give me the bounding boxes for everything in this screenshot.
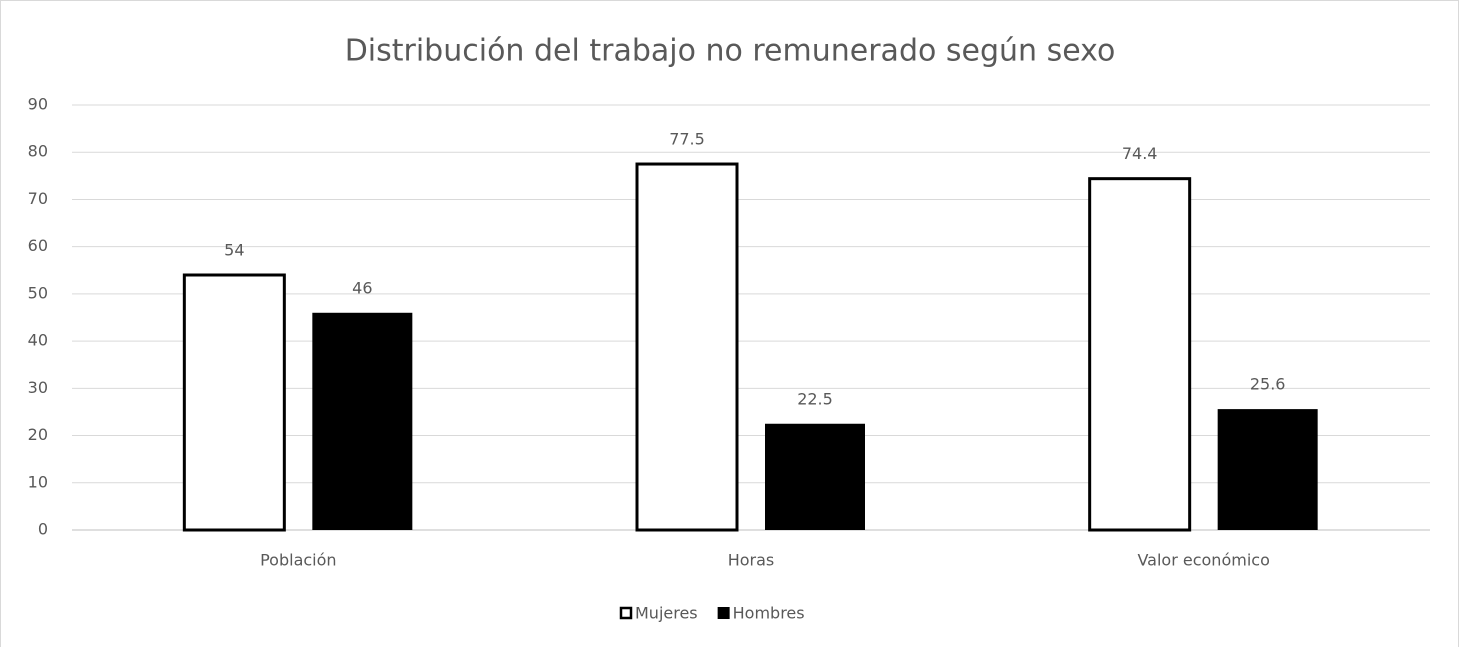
x-tick-label: Población <box>260 551 336 570</box>
bar <box>182 273 286 532</box>
legend-label: Mujeres <box>635 604 698 623</box>
legend-label: Hombres <box>733 604 805 623</box>
data-label: 22.5 <box>797 389 833 408</box>
y-tick-label: 30 <box>28 378 48 397</box>
bar <box>635 162 739 532</box>
data-label: 54 <box>224 241 244 260</box>
data-label: 46 <box>352 278 372 297</box>
bar <box>1088 177 1192 532</box>
y-tick-label: 60 <box>28 236 48 255</box>
x-tick-label: Horas <box>728 551 775 570</box>
y-tick-label: 10 <box>28 472 48 491</box>
y-tick-label: 50 <box>28 283 48 302</box>
chart-title: Distribución del trabajo no remunerado s… <box>345 34 1116 69</box>
legend-swatch <box>717 607 730 619</box>
bar <box>312 312 413 530</box>
bar <box>765 423 865 530</box>
y-tick-label: 40 <box>28 331 48 350</box>
x-tick-label: Valor económico <box>1137 551 1269 570</box>
legend-swatch <box>619 606 633 620</box>
y-tick-label: 90 <box>28 95 48 114</box>
y-tick-label: 0 <box>38 520 48 539</box>
data-label: 77.5 <box>669 130 705 149</box>
y-tick-label: 70 <box>28 189 48 208</box>
y-tick-label: 20 <box>28 425 48 444</box>
y-tick-label: 80 <box>28 142 48 161</box>
data-label: 25.6 <box>1250 375 1286 394</box>
bar <box>1217 409 1318 530</box>
data-label: 74.4 <box>1122 144 1158 163</box>
